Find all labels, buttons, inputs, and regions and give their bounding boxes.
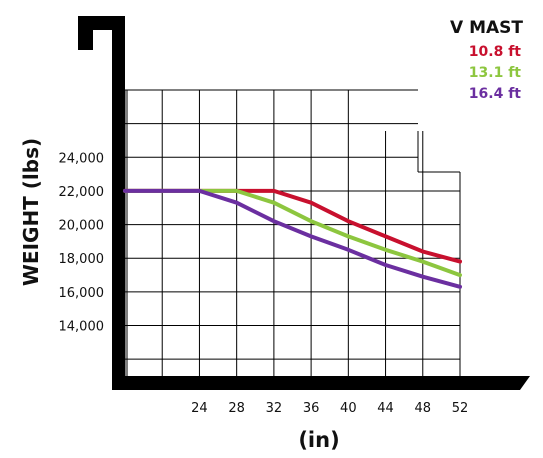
- x-tick-label: 32: [266, 401, 283, 416]
- series-line-2: [123, 188, 462, 278]
- legend-item-1: 10.8 ft: [469, 44, 522, 60]
- y-tick-label: 20,000: [59, 219, 105, 234]
- series-line-3: [123, 188, 462, 289]
- legend-title: V MAST: [450, 18, 523, 38]
- y-tick-label: 14,000: [59, 320, 105, 335]
- mast-frame-shape: [78, 16, 125, 390]
- legend: V MAST 10.8 ft 13.1 ft 16.4 ft: [450, 18, 523, 102]
- legend-item-2: 13.1 ft: [469, 65, 522, 81]
- x-tick-label: 36: [303, 401, 320, 416]
- y-axis-title: WEIGHT (lbs): [19, 138, 43, 286]
- y-tick-label: 22,000: [59, 185, 105, 200]
- series-lines: [123, 188, 462, 289]
- series-line-1: [123, 188, 462, 264]
- x-tick-label: 44: [377, 401, 394, 416]
- chart-grid: [124, 89, 461, 376]
- x-tick-label: 48: [415, 401, 432, 416]
- x-tick-label: 52: [452, 401, 469, 416]
- x-tick-label: 24: [191, 401, 208, 416]
- base-frame-shape: [112, 376, 530, 390]
- x-tick-label: 28: [228, 401, 245, 416]
- y-tick-labels: 14,000 16,000 18,000 20,000 22,000 24,000: [59, 151, 105, 334]
- y-tick-label: 16,000: [59, 286, 105, 301]
- x-tick-label: 40: [340, 401, 357, 416]
- y-tick-label: 24,000: [59, 151, 105, 166]
- x-tick-labels: 24 28 32 36 40 44 48 52: [191, 401, 468, 416]
- legend-item-3: 16.4 ft: [469, 86, 522, 102]
- x-axis-title: (in): [298, 428, 339, 452]
- y-tick-label: 18,000: [59, 252, 105, 267]
